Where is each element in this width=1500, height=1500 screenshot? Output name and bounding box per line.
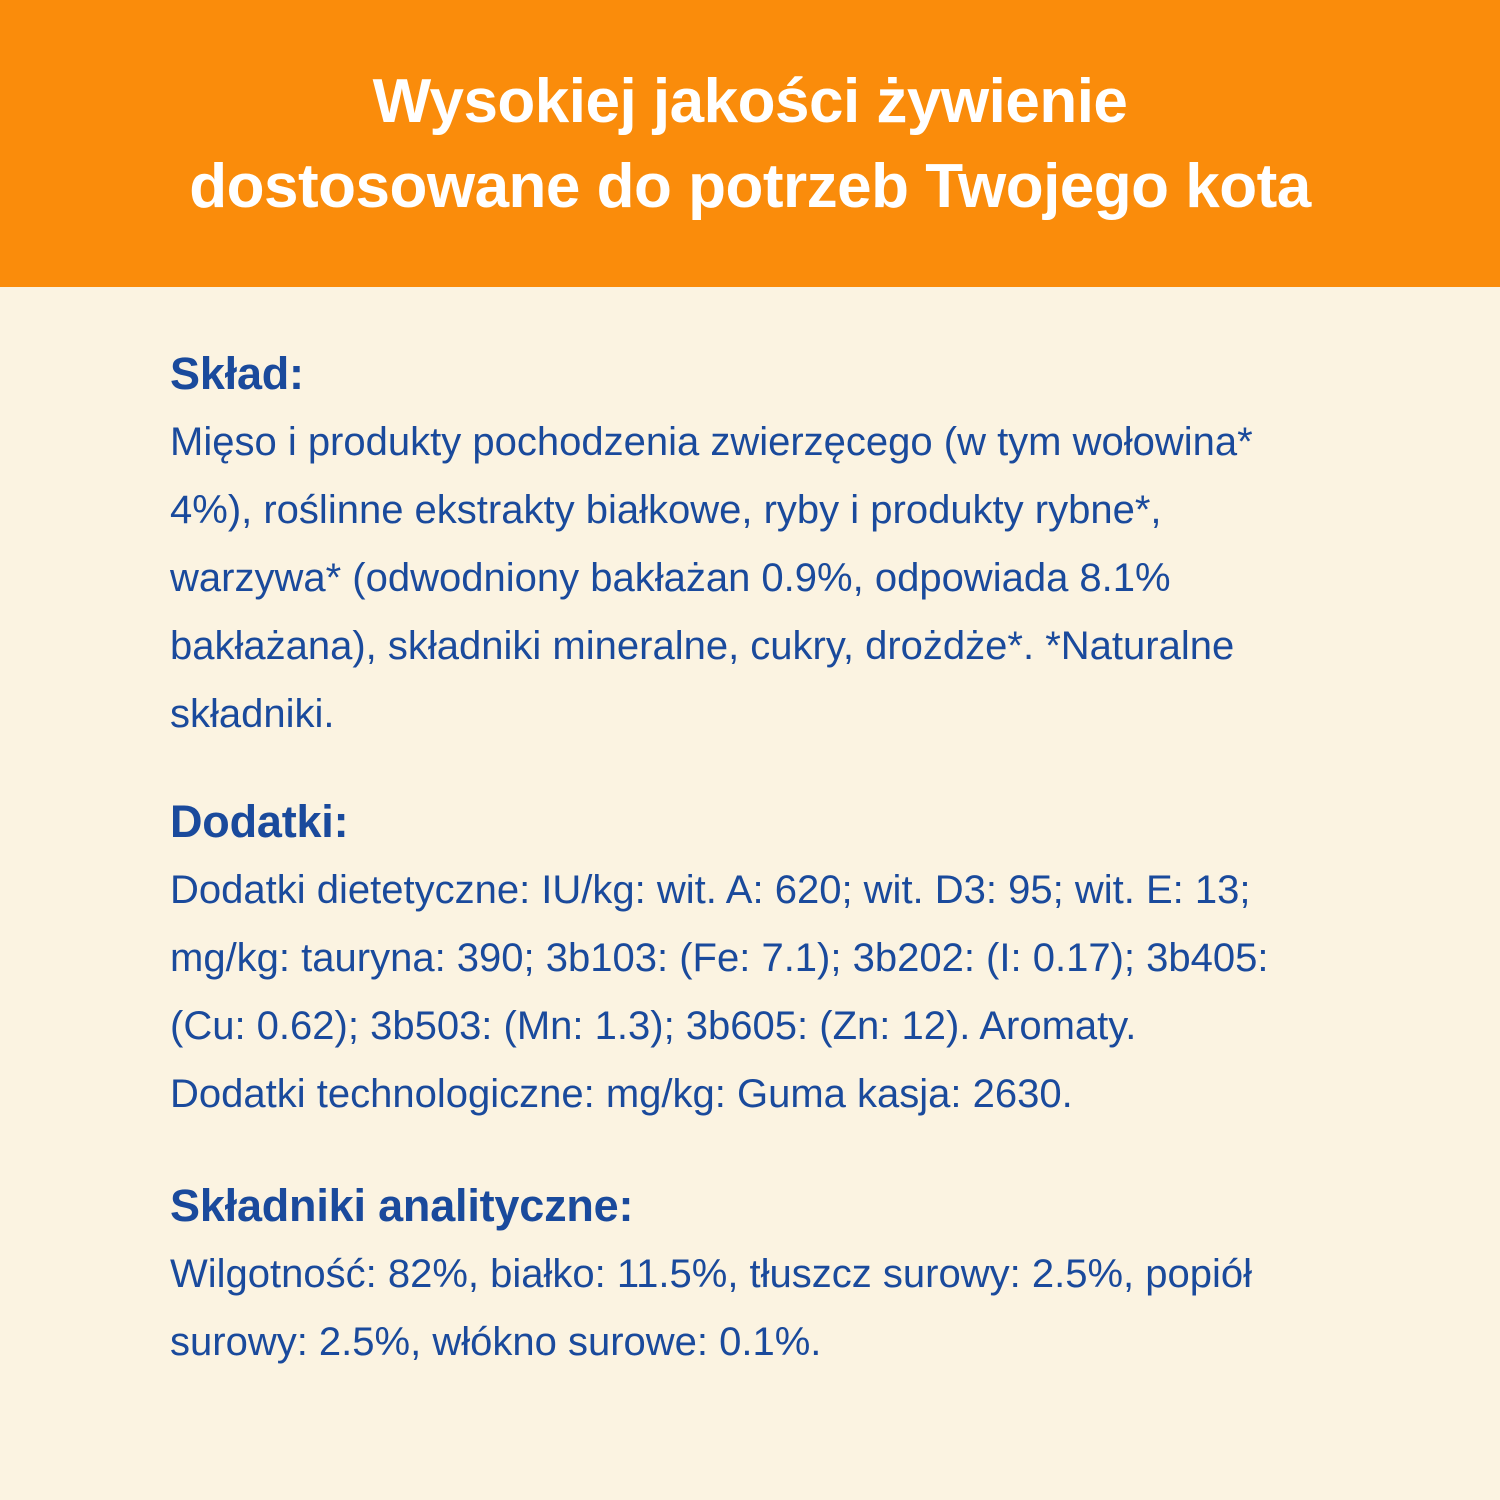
page-title: Wysokiej jakości żywienie dostosowane do… <box>189 66 1311 221</box>
composition-text: Mięso i produkty pochodzenia zwierzęcego… <box>170 420 1253 736</box>
additives-text: Dodatki dietetyczne: IU/kg: wit. A: 620;… <box>170 868 1269 1116</box>
analytical-heading: Składniki analityczne: <box>170 1180 634 1231</box>
section-analytical-components: Składniki analityczne: Wilgotność: 82%, … <box>170 1172 1360 1376</box>
additives-heading: Dodatki: <box>170 796 349 847</box>
header-banner: Wysokiej jakości żywienie dostosowane do… <box>0 0 1500 287</box>
section-additives: Dodatki: Dodatki dietetyczne: IU/kg: wit… <box>170 788 1360 1128</box>
nutrition-content: Skład: Mięso i produkty pochodzenia zwie… <box>0 287 1500 1376</box>
composition-heading: Skład: <box>170 348 304 399</box>
section-composition: Skład: Mięso i produkty pochodzenia zwie… <box>170 340 1360 748</box>
analytical-text: Wilgotność: 82%, białko: 11.5%, tłuszcz … <box>170 1252 1252 1364</box>
